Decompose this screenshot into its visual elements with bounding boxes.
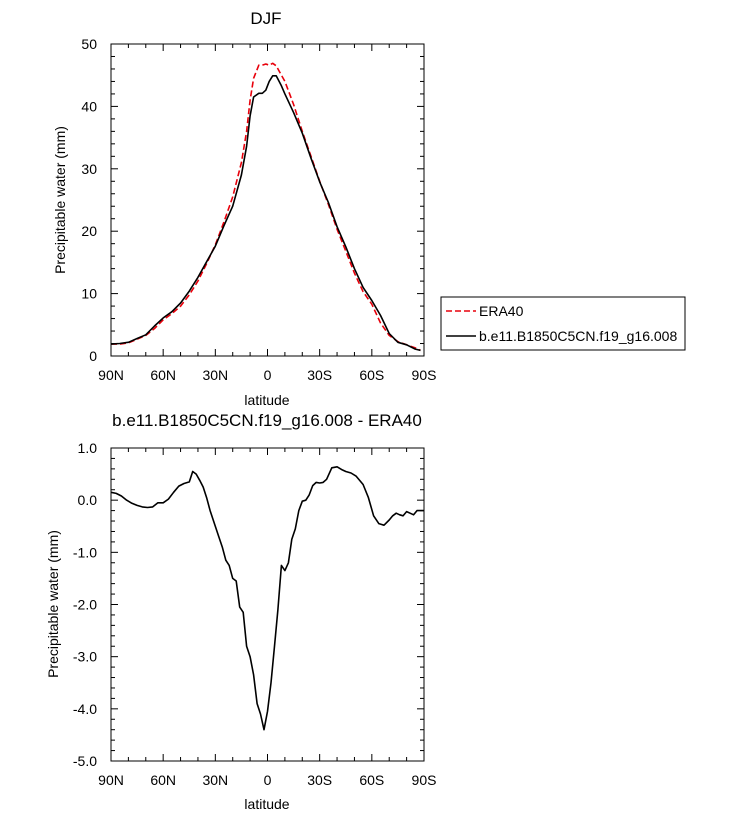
bottom-x-tick-label: 60S xyxy=(359,772,384,788)
bottom-chart-title: b.e11.B1850C5CN.f19_g16.008 - ERA40 xyxy=(112,411,422,430)
legend-label-model: b.e11.B1850C5CN.f19_g16.008 xyxy=(479,328,677,344)
bottom-x-tick-label: 0 xyxy=(264,772,272,788)
bottom-y-tick-label: 1.0 xyxy=(78,440,98,456)
bottom-x-axis-label: latitude xyxy=(244,796,289,812)
top-y-tick-label: 50 xyxy=(81,36,97,52)
bottom-x-tick-label: 90N xyxy=(98,772,124,788)
bottom-y-tick-label: -3.0 xyxy=(73,649,97,665)
bottom-series-line-1 xyxy=(110,465,424,731)
top-x-axis-label: latitude xyxy=(244,392,289,408)
top-x-tick-label: 60N xyxy=(150,367,176,383)
top-y-tick-label: 0 xyxy=(89,348,97,364)
top-y-tick-label: 20 xyxy=(81,223,97,239)
bottom-x-tick-label: 90S xyxy=(412,772,437,788)
top-series-line-2 xyxy=(110,75,421,352)
bottom-panel: b.e11.B1850C5CN.f19_g16.008 - ERA40 90N 6… xyxy=(45,411,436,812)
legend: ERA40 b.e11.B1850C5CN.f19_g16.008 xyxy=(440,296,686,351)
bottom-y-axis-label: Precipitable water (mm) xyxy=(45,530,61,678)
top-x-tick-label: 60S xyxy=(359,367,384,383)
top-axis-ticks: 90N 60N 30N 0 30S 60S 90S 0 10 20 30 40 50 xyxy=(81,36,436,383)
bottom-y-tick-label: -1.0 xyxy=(73,544,97,560)
bottom-x-tick-label: 30S xyxy=(307,772,332,788)
top-y-tick-label: 30 xyxy=(81,161,97,177)
bottom-y-tick-label: -5.0 xyxy=(73,753,97,769)
top-plot-area xyxy=(110,62,421,352)
bottom-x-tick-label: 60N xyxy=(150,772,176,788)
top-x-tick-label: 90S xyxy=(412,367,437,383)
bottom-plot-area xyxy=(110,465,424,731)
top-x-tick-label: 30S xyxy=(307,367,332,383)
legend-box xyxy=(440,296,686,351)
top-panel: DJF 90N 60N 30N 0 30S 60S 90S 0 10 20 30 40 50 latit… xyxy=(52,9,686,408)
top-y-tick-label: 40 xyxy=(81,98,97,114)
bottom-y-tick-label: -2.0 xyxy=(73,597,97,613)
top-series-line-1 xyxy=(111,62,421,352)
bottom-axis-ticks: 90N 60N 30N 0 30S 60S 90S 1.0 0.0 -1.0 -2.0 -3.0 -4.… xyxy=(73,440,437,788)
top-x-tick-label: 30N xyxy=(202,367,228,383)
bottom-y-tick-label: 0.0 xyxy=(78,492,98,508)
top-y-tick-label: 10 xyxy=(81,286,97,302)
top-x-tick-label: 0 xyxy=(264,367,272,383)
top-x-tick-label: 90N xyxy=(98,367,124,383)
bottom-x-tick-label: 30N xyxy=(202,772,228,788)
bottom-y-tick-label: -4.0 xyxy=(73,701,97,717)
top-y-axis-label: Precipitable water (mm) xyxy=(52,126,68,274)
top-chart-title: DJF xyxy=(250,9,281,28)
legend-label-era40: ERA40 xyxy=(479,303,524,319)
